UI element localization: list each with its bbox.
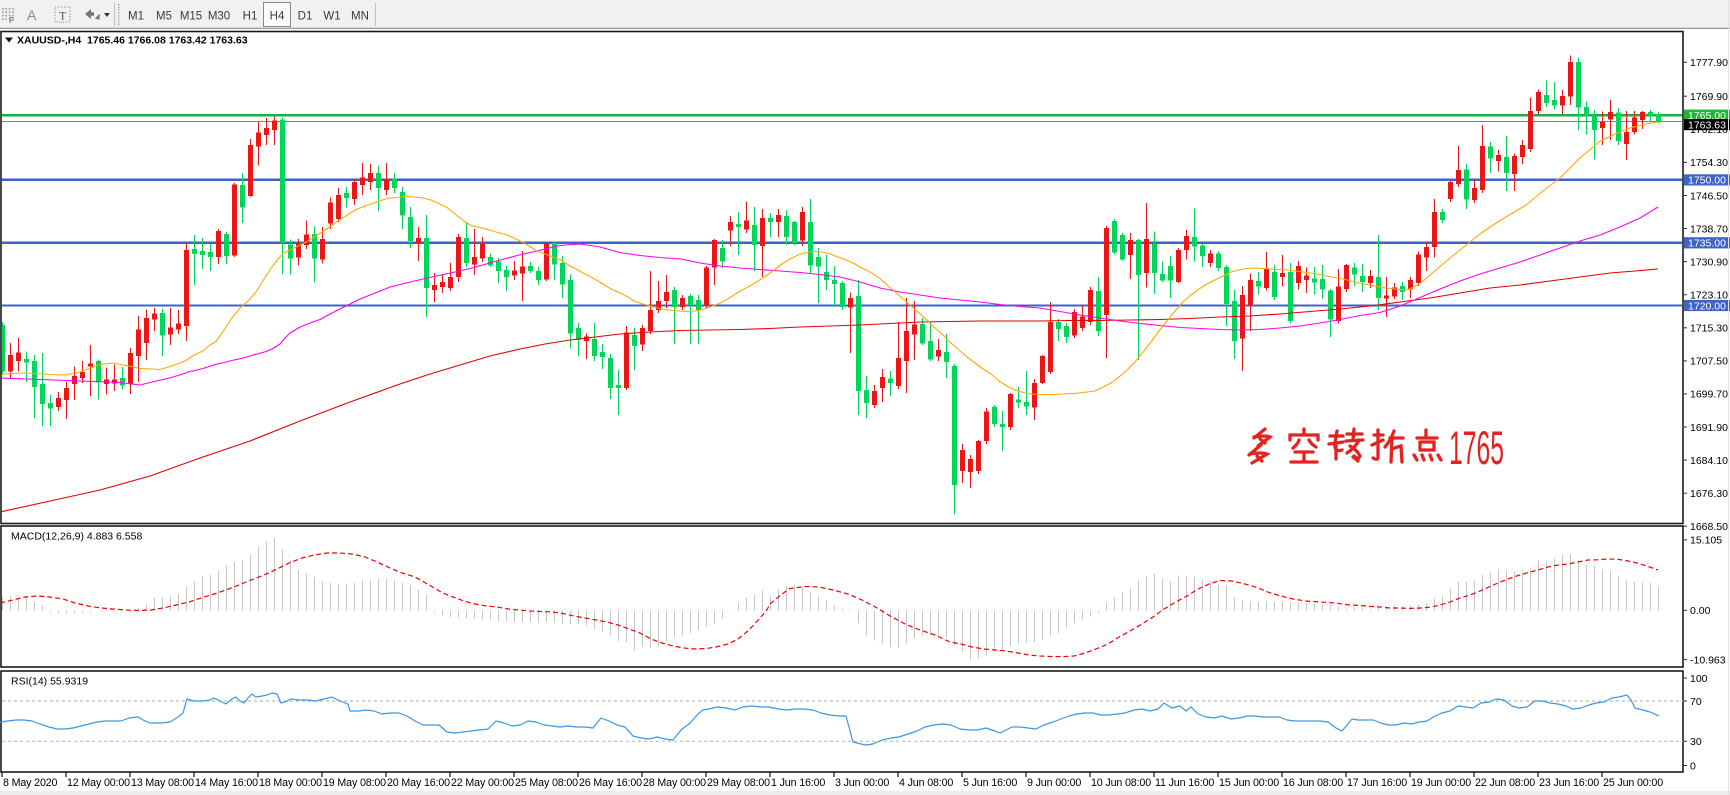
svg-text:1691.90: 1691.90 bbox=[1690, 422, 1728, 434]
svg-text:28 May 00:00: 28 May 00:00 bbox=[643, 777, 706, 789]
svg-text:1715.30: 1715.30 bbox=[1690, 323, 1728, 335]
svg-text:22 May 00:00: 22 May 00:00 bbox=[451, 777, 514, 789]
svg-text:F: F bbox=[9, 16, 14, 25]
svg-text:-10.963: -10.963 bbox=[1690, 654, 1726, 666]
svg-text:1777.90: 1777.90 bbox=[1690, 57, 1728, 69]
svg-text:14 May 16:00: 14 May 16:00 bbox=[195, 777, 258, 789]
svg-text:1707.50: 1707.50 bbox=[1690, 356, 1728, 368]
svg-text:13 May 08:00: 13 May 08:00 bbox=[131, 777, 194, 789]
svg-text:M5: M5 bbox=[156, 11, 172, 23]
svg-text:1720.00: 1720.00 bbox=[1688, 300, 1726, 312]
svg-text:29 May 08:00: 29 May 08:00 bbox=[707, 777, 770, 789]
svg-text:1723.10: 1723.10 bbox=[1690, 290, 1728, 302]
svg-text:11 Jun 16:00: 11 Jun 16:00 bbox=[1155, 777, 1214, 789]
svg-text:1738.70: 1738.70 bbox=[1690, 223, 1728, 235]
svg-text:100: 100 bbox=[1690, 673, 1708, 685]
svg-text:4 Jun 08:00: 4 Jun 08:00 bbox=[899, 777, 953, 789]
svg-text:25 Jun 00:00: 25 Jun 00:00 bbox=[1603, 777, 1663, 789]
svg-text:20 May 16:00: 20 May 16:00 bbox=[387, 777, 450, 789]
svg-text:M1: M1 bbox=[128, 11, 144, 23]
svg-text:8 May 2020: 8 May 2020 bbox=[3, 777, 58, 789]
svg-text:1668.50: 1668.50 bbox=[1690, 521, 1728, 533]
svg-text:M30: M30 bbox=[208, 11, 230, 23]
svg-text:26 May 16:00: 26 May 16:00 bbox=[579, 777, 642, 789]
svg-text:A: A bbox=[27, 7, 37, 23]
svg-text:1730.90: 1730.90 bbox=[1690, 256, 1728, 268]
svg-text:1 Jun 16:00: 1 Jun 16:00 bbox=[771, 777, 825, 789]
svg-text:19 Jun 00:00: 19 Jun 00:00 bbox=[1411, 777, 1471, 789]
svg-text:1769.90: 1769.90 bbox=[1690, 91, 1728, 103]
svg-text:M15: M15 bbox=[180, 11, 202, 23]
svg-text:1746.50: 1746.50 bbox=[1690, 190, 1728, 202]
svg-text:23 Jun 16:00: 23 Jun 16:00 bbox=[1539, 777, 1599, 789]
svg-text:0.00: 0.00 bbox=[1690, 605, 1711, 617]
svg-text:1754.30: 1754.30 bbox=[1690, 157, 1728, 169]
svg-text:15.105: 15.105 bbox=[1690, 535, 1722, 547]
svg-text:H1: H1 bbox=[243, 11, 258, 23]
svg-text:RSI(14) 55.9319: RSI(14) 55.9319 bbox=[11, 676, 88, 688]
svg-text:70: 70 bbox=[1690, 696, 1702, 708]
svg-text:T: T bbox=[59, 9, 67, 23]
svg-text:22 Jun 08:00: 22 Jun 08:00 bbox=[1475, 777, 1535, 789]
svg-text:5 Jun 16:00: 5 Jun 16:00 bbox=[963, 777, 1017, 789]
svg-text:1684.10: 1684.10 bbox=[1690, 455, 1728, 467]
svg-text:XAUUSD-,H4 1765.46 1766.08 17: XAUUSD-,H4 1765.46 1766.08 1763.42 1763.… bbox=[17, 35, 248, 47]
svg-text:1765: 1765 bbox=[1449, 421, 1504, 474]
svg-text:D1: D1 bbox=[298, 11, 313, 23]
svg-text:25 May 08:00: 25 May 08:00 bbox=[515, 777, 578, 789]
svg-text:MACD(12,26,9) 4.883 6.558: MACD(12,26,9) 4.883 6.558 bbox=[11, 531, 142, 543]
svg-text:18 May 00:00: 18 May 00:00 bbox=[259, 777, 322, 789]
svg-text:12 May 00:00: 12 May 00:00 bbox=[67, 777, 130, 789]
svg-text:1763.63: 1763.63 bbox=[1688, 119, 1726, 131]
svg-text:1735.00: 1735.00 bbox=[1688, 238, 1726, 250]
svg-text:9 Jun 00:00: 9 Jun 00:00 bbox=[1027, 777, 1081, 789]
svg-text:15 Jun 00:00: 15 Jun 00:00 bbox=[1219, 777, 1279, 789]
svg-text:0: 0 bbox=[1690, 760, 1696, 772]
svg-text:1676.30: 1676.30 bbox=[1690, 488, 1728, 500]
svg-text:10 Jun 08:00: 10 Jun 08:00 bbox=[1091, 777, 1151, 789]
svg-text:1750.00: 1750.00 bbox=[1688, 175, 1726, 187]
svg-text:MN: MN bbox=[351, 11, 369, 23]
svg-text:1699.70: 1699.70 bbox=[1690, 389, 1728, 401]
svg-text:H4: H4 bbox=[270, 11, 285, 23]
svg-text:16 Jun 08:00: 16 Jun 08:00 bbox=[1283, 777, 1343, 789]
svg-text:19 May 08:00: 19 May 08:00 bbox=[323, 777, 386, 789]
svg-text:30: 30 bbox=[1690, 736, 1702, 748]
svg-text:W1: W1 bbox=[323, 11, 340, 23]
svg-text:17 Jun 16:00: 17 Jun 16:00 bbox=[1347, 777, 1407, 789]
svg-text:3 Jun 00:00: 3 Jun 00:00 bbox=[835, 777, 889, 789]
